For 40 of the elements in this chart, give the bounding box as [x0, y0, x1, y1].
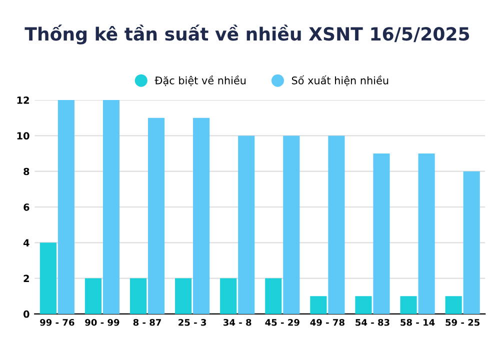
bar	[220, 278, 237, 314]
x-tick-label: 8 - 87	[133, 318, 161, 326]
bar	[283, 136, 300, 314]
bar	[102, 100, 120, 314]
bar	[175, 278, 192, 314]
y-tick-label: 10	[17, 132, 30, 140]
y-tick-label: 12	[17, 96, 29, 104]
y-tick-label: 2	[24, 274, 29, 282]
x-tick-label: 25 - 3	[178, 318, 206, 326]
x-tick-label: 90 - 99	[85, 318, 120, 326]
bar	[130, 278, 147, 314]
bar	[40, 242, 56, 314]
y-tick-label: 0	[23, 310, 30, 318]
y-tick-label: 8	[24, 168, 30, 176]
bar	[148, 118, 165, 314]
bar	[463, 171, 480, 314]
bar	[355, 296, 372, 314]
bar	[238, 136, 255, 314]
x-tick-label: 59 - 25	[446, 318, 480, 326]
x-tick-label: 49 - 78	[310, 318, 344, 326]
x-tick-label: 34 - 8	[224, 318, 252, 326]
bar	[310, 296, 327, 314]
y-tick-label: 6	[24, 203, 30, 211]
bar	[193, 118, 210, 314]
y-tick-label: 4	[23, 239, 30, 246]
bar	[328, 136, 345, 314]
bar	[445, 296, 462, 314]
x-tick-label: 58 - 14	[400, 318, 435, 326]
legend-label: Đặc biệt về nhiều	[154, 75, 246, 86]
bar	[418, 154, 435, 314]
bar	[265, 278, 282, 314]
legend-label: Số xuất hiện nhiều	[292, 75, 388, 86]
x-tick-label: 45 - 29	[265, 318, 300, 326]
bar	[84, 278, 102, 314]
bar	[400, 296, 417, 314]
x-tick-label: 99 - 76	[40, 318, 74, 326]
bar	[373, 154, 390, 314]
chart-title: Thống kê tần suất về nhiều XSNT 16/5/2025	[24, 24, 470, 44]
x-tick-label: 54 - 83	[356, 318, 390, 326]
bar	[58, 100, 74, 314]
